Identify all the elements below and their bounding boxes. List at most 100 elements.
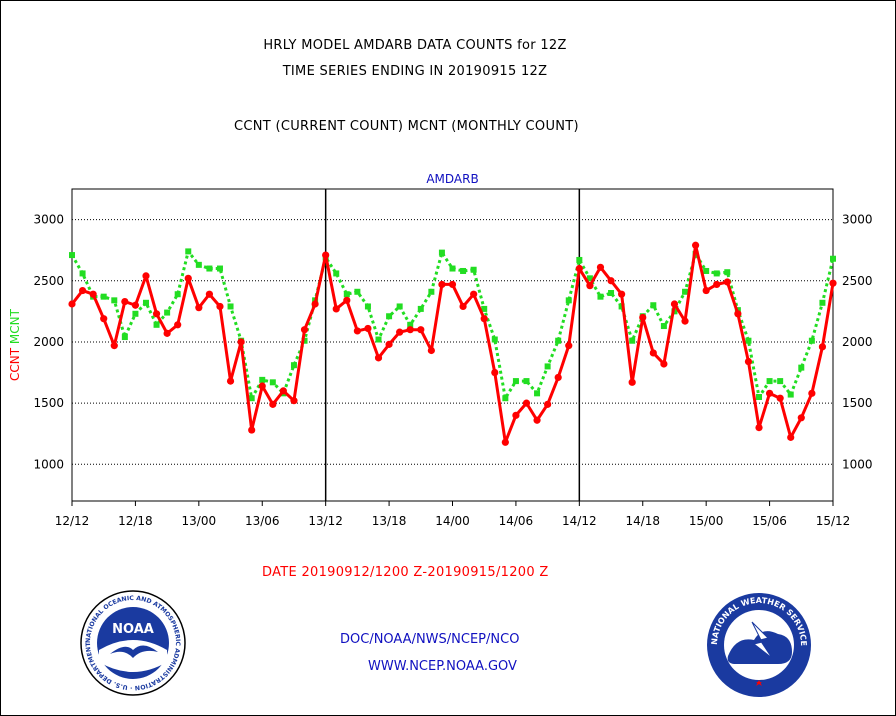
y-tick-label-left: 1000 bbox=[33, 457, 64, 471]
data-point-ccnt bbox=[575, 264, 583, 273]
data-point-mcnt bbox=[301, 337, 308, 344]
data-point-ccnt bbox=[628, 378, 636, 386]
data-point-ccnt bbox=[417, 326, 425, 334]
data-point-ccnt bbox=[480, 315, 488, 323]
data-point-ccnt bbox=[174, 321, 182, 329]
data-point-ccnt bbox=[649, 349, 657, 357]
y-axis-label-mcnt: MCNT bbox=[8, 308, 22, 348]
x-tick-label: 12/12 bbox=[55, 514, 90, 528]
data-point-mcnt bbox=[386, 313, 393, 320]
y-tick-label-left: 2000 bbox=[33, 335, 64, 349]
data-point-mcnt bbox=[544, 363, 551, 370]
data-point-ccnt bbox=[68, 300, 76, 308]
credit-website: WWW.NCEP.NOAA.GOV bbox=[368, 659, 517, 674]
data-point-ccnt bbox=[512, 411, 520, 419]
data-point-mcnt bbox=[491, 336, 498, 343]
y-tick-label-right: 1500 bbox=[842, 396, 873, 410]
data-point-mcnt bbox=[523, 378, 530, 385]
data-point-mcnt bbox=[142, 299, 149, 306]
data-point-mcnt bbox=[185, 248, 192, 255]
plot-title: AMDARB bbox=[426, 172, 478, 186]
data-point-mcnt bbox=[555, 337, 562, 344]
data-point-ccnt bbox=[237, 338, 245, 346]
data-point-ccnt bbox=[607, 277, 615, 285]
data-point-ccnt bbox=[448, 280, 457, 289]
data-point-mcnt bbox=[512, 378, 519, 385]
y-tick-label-left: 2500 bbox=[33, 274, 64, 288]
data-point-mcnt bbox=[227, 303, 234, 310]
data-point-ccnt bbox=[184, 274, 192, 282]
data-point-mcnt bbox=[777, 378, 784, 385]
data-point-mcnt bbox=[164, 309, 171, 316]
y-tick-label-right: 3000 bbox=[842, 213, 873, 227]
data-point-mcnt bbox=[565, 297, 572, 304]
data-point-ccnt bbox=[300, 326, 309, 334]
data-point-ccnt bbox=[544, 400, 552, 408]
data-point-ccnt bbox=[248, 426, 256, 434]
data-point-ccnt bbox=[565, 342, 573, 350]
data-point-ccnt bbox=[829, 279, 837, 287]
data-point-ccnt bbox=[216, 302, 224, 311]
data-point-ccnt bbox=[78, 286, 87, 295]
data-point-ccnt bbox=[100, 315, 108, 323]
x-tick-label: 15/12 bbox=[816, 514, 851, 528]
data-point-ccnt bbox=[818, 343, 827, 351]
data-point-ccnt bbox=[787, 433, 795, 441]
data-point-mcnt bbox=[132, 310, 139, 317]
data-point-mcnt bbox=[438, 249, 445, 256]
data-point-mcnt bbox=[407, 321, 414, 328]
data-point-ccnt bbox=[311, 300, 319, 308]
data-point-ccnt bbox=[142, 272, 150, 280]
data-point-ccnt bbox=[470, 290, 478, 298]
date-range-label: DATE 20190912/1200 Z-20190915/1200 Z bbox=[262, 565, 549, 580]
data-point-ccnt bbox=[734, 310, 742, 318]
data-point-mcnt bbox=[100, 293, 107, 300]
plot-area bbox=[71, 188, 834, 502]
data-point-ccnt bbox=[723, 278, 731, 286]
data-point-mcnt bbox=[766, 378, 773, 385]
data-point-mcnt bbox=[629, 337, 636, 344]
noaa-logo: NOAA NATIONAL OCEANIC AND ATMOSPHERIC AD… bbox=[80, 590, 186, 696]
data-point-ccnt bbox=[522, 399, 531, 407]
data-point-ccnt bbox=[765, 389, 774, 397]
data-point-ccnt bbox=[596, 263, 605, 271]
data-point-mcnt bbox=[449, 265, 456, 272]
x-tick-label: 14/00 bbox=[435, 514, 470, 528]
data-point-ccnt bbox=[533, 416, 541, 424]
data-point-mcnt bbox=[703, 267, 710, 274]
data-point-mcnt bbox=[460, 267, 467, 274]
page-subtitle: TIME SERIES ENDING IN 20190915 12Z bbox=[282, 64, 548, 79]
data-point-mcnt bbox=[682, 288, 689, 295]
data-point-ccnt bbox=[290, 397, 298, 405]
data-point-ccnt bbox=[385, 340, 393, 348]
y-axis-label-ccnt: CCNT bbox=[8, 347, 22, 381]
y-tick-label-right: 2000 bbox=[842, 335, 873, 349]
x-tick-label: 12/18 bbox=[118, 514, 153, 528]
data-point-ccnt bbox=[205, 290, 214, 298]
data-point-ccnt bbox=[121, 297, 129, 306]
data-point-mcnt bbox=[502, 395, 509, 402]
y-tick-label-left: 3000 bbox=[33, 213, 64, 227]
data-point-ccnt bbox=[554, 373, 562, 382]
data-point-mcnt bbox=[819, 299, 826, 306]
data-point-mcnt bbox=[354, 288, 361, 295]
data-point-ccnt bbox=[427, 346, 435, 355]
data-point-mcnt bbox=[830, 255, 836, 262]
data-point-mcnt bbox=[343, 291, 350, 298]
data-point-mcnt bbox=[576, 256, 583, 263]
data-point-mcnt bbox=[69, 252, 75, 259]
data-point-mcnt bbox=[259, 376, 266, 383]
data-point-mcnt bbox=[756, 394, 763, 400]
nws-logo: NATIONAL WEATHER SERVICE bbox=[707, 593, 811, 697]
data-point-mcnt bbox=[121, 334, 128, 341]
data-point-ccnt bbox=[353, 327, 361, 335]
data-point-mcnt bbox=[481, 305, 488, 312]
series-description: CCNT (CURRENT COUNT) MCNT (MONTHLY COUNT… bbox=[234, 119, 579, 134]
data-point-ccnt bbox=[374, 354, 383, 362]
data-point-ccnt bbox=[438, 280, 446, 289]
data-point-ccnt bbox=[491, 368, 499, 377]
data-point-mcnt bbox=[269, 379, 276, 386]
data-point-ccnt bbox=[322, 251, 330, 259]
data-point-ccnt bbox=[618, 290, 626, 298]
